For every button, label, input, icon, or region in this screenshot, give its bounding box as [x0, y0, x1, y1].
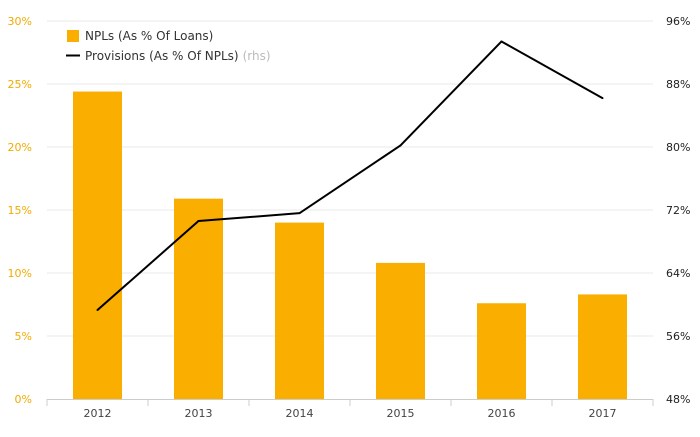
right-axis-tick-label: 64% [666, 267, 690, 280]
point-provisions-2012 [96, 309, 99, 312]
x-axis-tick-label: 2017 [589, 407, 617, 420]
legend-label-provisions: Provisions (As % Of NPLs) (rhs) [85, 49, 271, 63]
left-axis-tick-label: 15% [8, 204, 32, 217]
right-axis-tick-label: 80% [666, 141, 690, 154]
x-axis-tick-label: 2015 [387, 407, 415, 420]
bar-2015 [376, 262, 425, 399]
x-axis-tick-label: 2012 [84, 407, 112, 420]
left-axis-tick-label: 0% [15, 393, 32, 406]
left-axis-tick-label: 25% [8, 78, 32, 91]
left-axis-tick-label: 20% [8, 141, 32, 154]
bar-2016 [477, 303, 526, 399]
axes: 0% 48% 5% 56% 10% 64% 15% 72% 20% 80% 25% 88% 30% 96%… [8, 15, 691, 420]
legend-label-npls: NPLs (As % Of Loans) [85, 29, 213, 43]
point-provisions-2013 [197, 220, 200, 223]
right-axis-tick-label: 96% [666, 15, 690, 28]
gridlines [47, 20, 653, 337]
legend-label-provisions-text: Provisions (As % Of NPLs) [85, 49, 239, 63]
x-axis-tick-label: 2014 [286, 407, 314, 420]
right-axis-tick-label: 72% [666, 204, 690, 217]
legend-swatch-npls [67, 30, 79, 42]
left-axis-tick-label: 30% [8, 15, 32, 28]
bar-2012 [73, 91, 122, 399]
point-provisions-2017 [601, 97, 604, 100]
x-axis-tick-label: 2016 [488, 407, 516, 420]
point-provisions-2014 [298, 212, 301, 215]
left-axis-tick-label: 10% [8, 267, 32, 280]
point-provisions-2016 [500, 40, 503, 43]
right-axis-tick-label: 88% [666, 78, 690, 91]
line-provisions [96, 40, 604, 312]
bar-2013 [174, 198, 223, 399]
legend: NPLs (As % Of Loans) Provisions (As % Of… [66, 29, 271, 63]
right-axis-tick-label: 56% [666, 330, 690, 343]
legend-label-provisions-note: (rhs) [243, 49, 271, 63]
bar-2014 [275, 222, 324, 399]
bars-npls [73, 91, 627, 399]
bar-2017 [578, 294, 627, 399]
point-provisions-2015 [399, 144, 402, 147]
left-axis-tick-label: 5% [15, 330, 32, 343]
line-provisions-path [96, 40, 603, 311]
x-axis-tick-label: 2013 [185, 407, 213, 420]
right-axis-tick-label: 48% [666, 393, 690, 406]
